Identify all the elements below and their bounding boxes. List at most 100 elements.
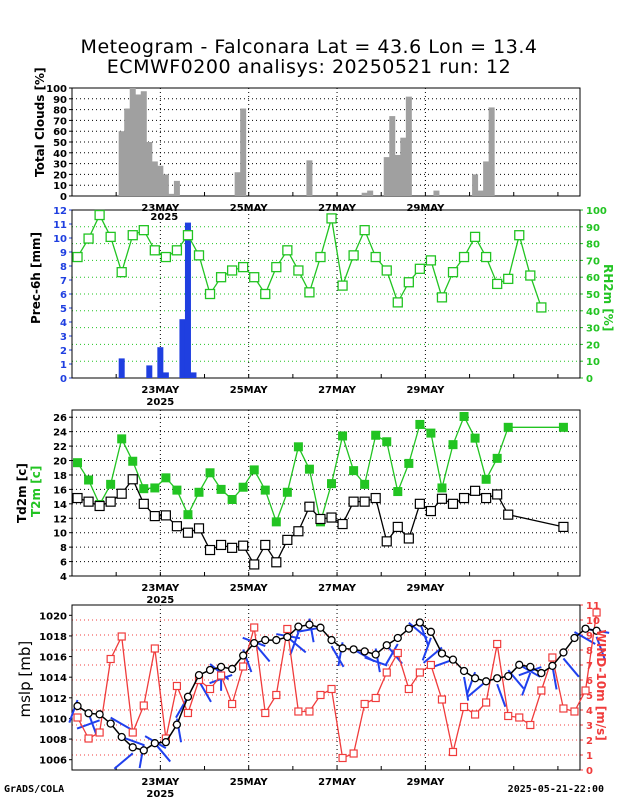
mslp-y-tick-label: 1018 (39, 632, 67, 643)
mslp-marker (239, 651, 248, 660)
rh-marker (94, 209, 105, 221)
wind-marker (548, 653, 557, 662)
cloud-bar (400, 137, 407, 196)
panel-frame-1 (71, 209, 581, 379)
cloud-bar (124, 108, 131, 196)
td2m-marker (492, 489, 503, 500)
td2m-marker (260, 539, 271, 551)
wind-barb (364, 656, 388, 667)
td2m-marker (249, 559, 260, 570)
mslp-marker (139, 746, 148, 755)
wind-y-tick-label: 0 (586, 766, 593, 777)
mslp-marker (581, 624, 590, 633)
temp-y-tick-label: 20 (53, 457, 67, 468)
wind-barb (421, 637, 432, 661)
temp-y-tick-label: 4 (60, 572, 67, 583)
td2m-marker (193, 523, 205, 534)
td2m-marker (370, 492, 381, 504)
rh-marker (138, 225, 149, 236)
td2m-marker (304, 501, 315, 512)
wind-marker (360, 699, 369, 709)
chart-title-line1: Meteogram - Falconara Lat = 43.6 Lon = 1… (80, 36, 538, 58)
wind-marker (382, 668, 391, 677)
precip-y-tick-label: 6 (60, 290, 67, 301)
rh-marker (171, 245, 183, 256)
wind-marker (493, 639, 502, 649)
wind-marker (128, 728, 137, 737)
td2m-marker (271, 557, 282, 568)
cloud-bar (168, 193, 175, 196)
x-tick-label: 23MAY (141, 385, 180, 396)
wind-marker (515, 713, 524, 722)
precip-bar (157, 347, 164, 378)
cloud-y-tick-label: 80 (53, 106, 67, 117)
mslp-marker (360, 647, 369, 656)
t2m-marker (393, 487, 403, 497)
precip-y-tick-label: 8 (60, 262, 67, 273)
rh-marker (293, 265, 304, 276)
td2m-marker (558, 521, 569, 533)
rh-marker (315, 251, 326, 263)
rh-marker (105, 231, 116, 243)
t2m-marker (150, 483, 160, 493)
td2m-marker (149, 510, 160, 522)
wind-marker (95, 728, 104, 737)
td2m-marker (127, 474, 138, 485)
wind-marker (216, 671, 226, 680)
mslp-marker (526, 662, 535, 672)
t2m-marker (470, 433, 480, 443)
wind-marker (73, 713, 82, 722)
wind-y-tick-label: 6 (586, 676, 593, 687)
wind-barb (562, 657, 580, 678)
td2m-marker (458, 492, 470, 504)
td2m-marker (72, 492, 83, 504)
cloud-bar (240, 108, 247, 196)
x-tick-label: 29MAY (406, 777, 445, 788)
cloud-y-tick-label: 30 (53, 160, 67, 171)
rh-marker (160, 251, 172, 263)
t2m-marker (415, 419, 425, 429)
rh-marker (480, 251, 492, 263)
td2m-marker (160, 510, 171, 521)
wind-barb (330, 645, 345, 668)
rh-marker (381, 265, 392, 276)
cloud-bar (162, 174, 169, 196)
mslp-y-tick-label: 1006 (39, 756, 67, 767)
rh-marker (359, 225, 370, 236)
t2m-marker (382, 437, 392, 447)
mslp-marker (470, 674, 480, 683)
precip-y-tick-label: 9 (60, 248, 67, 259)
td2m-marker (238, 540, 249, 551)
td2m-marker (282, 534, 293, 546)
mslp-marker (338, 644, 347, 653)
cloud-bar (129, 88, 136, 196)
td2m-y-axis-label: Td2m [c] (15, 463, 29, 523)
temp-y-tick-label: 16 (53, 485, 67, 496)
t2m-marker (371, 430, 381, 440)
wind-marker (305, 707, 314, 716)
rh-marker (414, 263, 426, 274)
cloud-bar (394, 154, 401, 196)
wind-marker (239, 662, 248, 671)
x-tick-label: 27MAY (318, 203, 357, 214)
td2m-marker (293, 526, 304, 537)
cloud-bar (234, 172, 241, 196)
wind-marker (459, 702, 469, 712)
rh-y-tick-label: 100 (586, 206, 607, 217)
wind-y-tick-label: 4 (586, 706, 593, 717)
rh-marker (458, 251, 470, 263)
mslp-marker (84, 709, 93, 718)
cloud-y-tick-label: 10 (53, 181, 67, 192)
rh-marker (348, 250, 359, 261)
wind-barb (110, 716, 132, 731)
cloud-bar (146, 142, 153, 196)
t2m-marker (249, 465, 259, 475)
mslp-marker (559, 648, 568, 657)
rh-marker (436, 292, 448, 303)
cloud-bar (472, 174, 479, 196)
td2m-marker (215, 539, 227, 551)
wind-marker (283, 624, 292, 634)
wind-marker (294, 707, 303, 716)
precip-y-tick-label: 0 (60, 374, 67, 385)
td2m-marker (469, 485, 481, 496)
